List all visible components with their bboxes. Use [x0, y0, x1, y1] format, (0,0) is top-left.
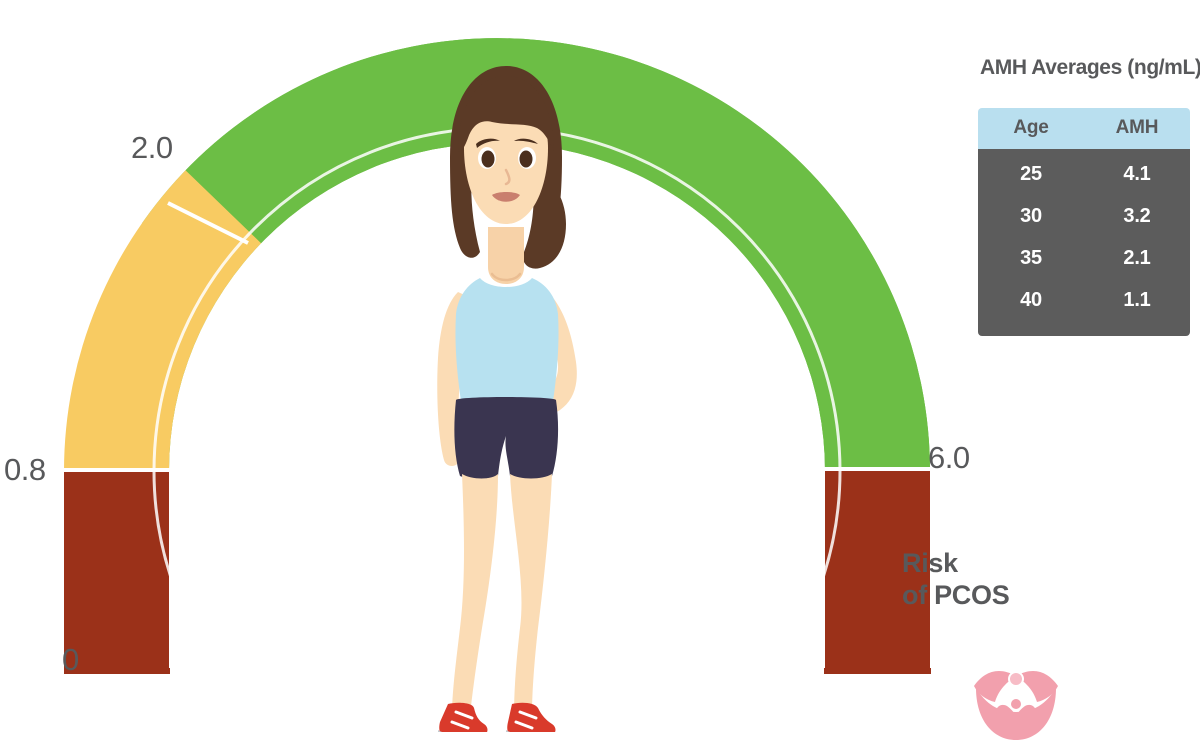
shoe-laces — [450, 710, 538, 730]
table-row: 40 1.1 — [978, 280, 1190, 336]
lips — [492, 192, 520, 202]
cell-age: 30 — [978, 196, 1084, 238]
eyebrow-left — [476, 138, 500, 148]
gauge-label-6-0: 6.0 — [928, 440, 970, 475]
arm-right — [532, 294, 577, 413]
gauge-label-2-0: 2.0 — [131, 130, 173, 165]
table-row: 25 4.1 — [978, 149, 1190, 196]
pupil-left — [481, 150, 495, 168]
table-row: 30 3.2 — [978, 196, 1190, 238]
brand-logo-icon — [974, 671, 1058, 740]
shoe-left — [439, 702, 488, 732]
table-row: 35 2.1 — [978, 238, 1190, 280]
gauge-end-caps — [64, 668, 931, 674]
face — [464, 96, 548, 224]
eyebrow-right — [514, 138, 538, 144]
gauge-tick-lines — [64, 201, 931, 472]
nose — [504, 168, 511, 186]
cell-amh: 1.1 — [1084, 280, 1190, 336]
risk-line-2: of PCOS — [902, 579, 1010, 610]
logo-mark — [974, 671, 1058, 740]
leg-right — [510, 474, 552, 716]
collarbone — [490, 272, 522, 282]
gauge-label-0: 0 — [62, 642, 79, 677]
cell-amh: 2.1 — [1084, 238, 1190, 280]
table-header-row: Age AMH — [978, 108, 1190, 149]
column-header-age: Age — [978, 108, 1084, 149]
column-header-amh: AMH — [1084, 108, 1190, 149]
amh-averages-table: Age AMH 25 4.1 30 3.2 35 2.1 40 — [978, 108, 1190, 336]
cell-age: 40 — [978, 280, 1084, 336]
neck — [488, 227, 524, 284]
tank-top — [455, 278, 559, 408]
shorts — [454, 397, 559, 479]
risk-of-pcos-annotation: Risk of PCOS — [902, 548, 1022, 612]
cell-age: 25 — [978, 149, 1084, 196]
cell-amh: 3.2 — [1084, 196, 1190, 238]
woman-illustration — [437, 66, 577, 732]
cell-amh: 4.1 — [1084, 149, 1190, 196]
leg-left — [452, 474, 498, 716]
pupil-right — [519, 150, 533, 168]
gauge-label-0-8: 0.8 — [4, 452, 46, 487]
cell-age: 35 — [978, 238, 1084, 280]
hair-front — [458, 76, 554, 152]
table-title: AMH Averages (ng/mL) — [980, 56, 1200, 79]
risk-line-1: Risk — [902, 548, 958, 578]
